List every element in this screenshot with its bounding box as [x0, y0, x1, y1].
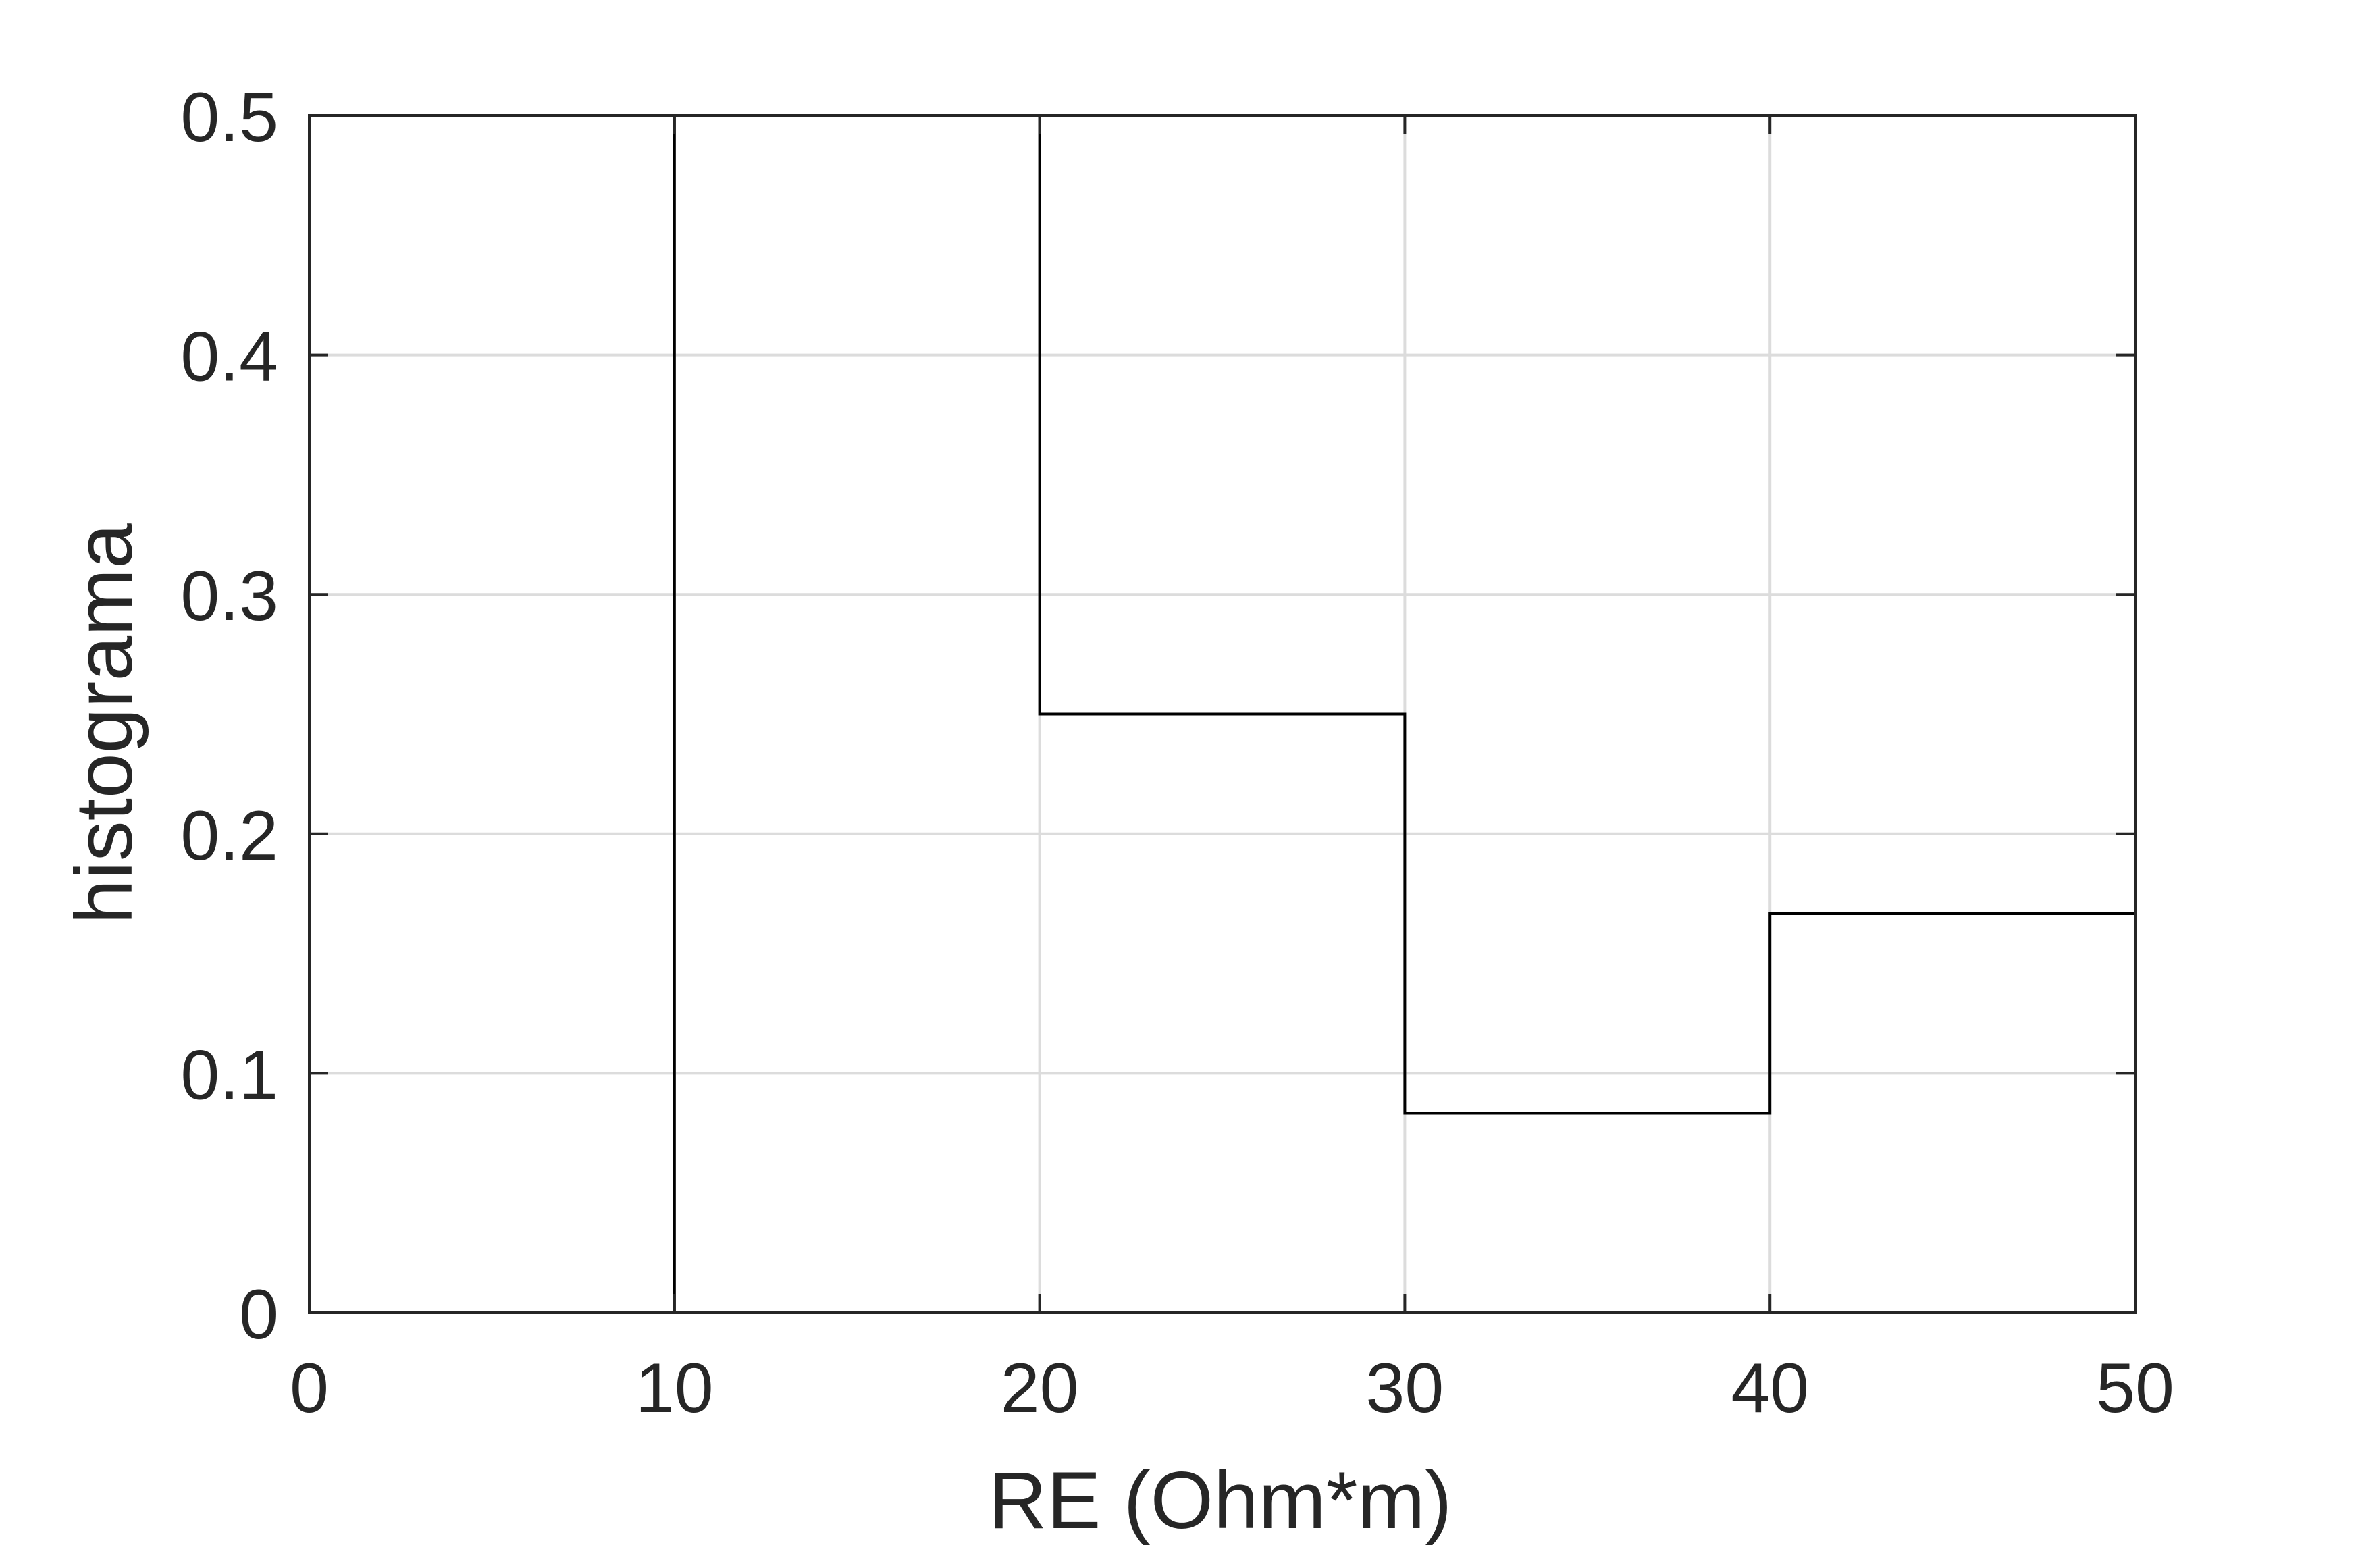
x-tick-label: 0 — [290, 1349, 329, 1428]
histogram-series — [309, 114, 2137, 1314]
histogram-bin — [675, 115, 1040, 1313]
x-tick-label: 40 — [1731, 1349, 1809, 1428]
y-tick-label: 0.5 — [180, 78, 278, 157]
y-tick-label: 0.4 — [180, 318, 278, 396]
y-axis-ticks: 0 0.1 0.2 0.3 0.4 0.5 — [180, 78, 2135, 1354]
y-tick-label: 0.3 — [180, 557, 278, 635]
histogram-bin — [1040, 714, 1405, 1313]
x-tick-label: 20 — [1001, 1349, 1079, 1428]
y-axis-label: histograma — [59, 523, 149, 924]
y-tick-label: 0.1 — [180, 1036, 278, 1114]
x-axis-label: RE (Ohm*m) — [989, 1455, 1452, 1546]
x-tick-label: 50 — [2096, 1349, 2174, 1428]
y-tick-label: 0.2 — [180, 797, 278, 875]
histogram-bin — [1405, 1114, 1770, 1313]
x-axis-ticks: 0 10 20 30 40 50 — [290, 115, 2174, 1428]
histogram-bin — [1770, 914, 2135, 1313]
axes-box — [308, 114, 2137, 1314]
x-tick-label: 10 — [635, 1349, 714, 1428]
axes-frame — [308, 114, 2137, 1314]
histogram-outline — [309, 114, 2137, 1314]
x-tick-label: 30 — [1366, 1349, 1444, 1428]
y-tick-label: 0 — [239, 1276, 278, 1354]
